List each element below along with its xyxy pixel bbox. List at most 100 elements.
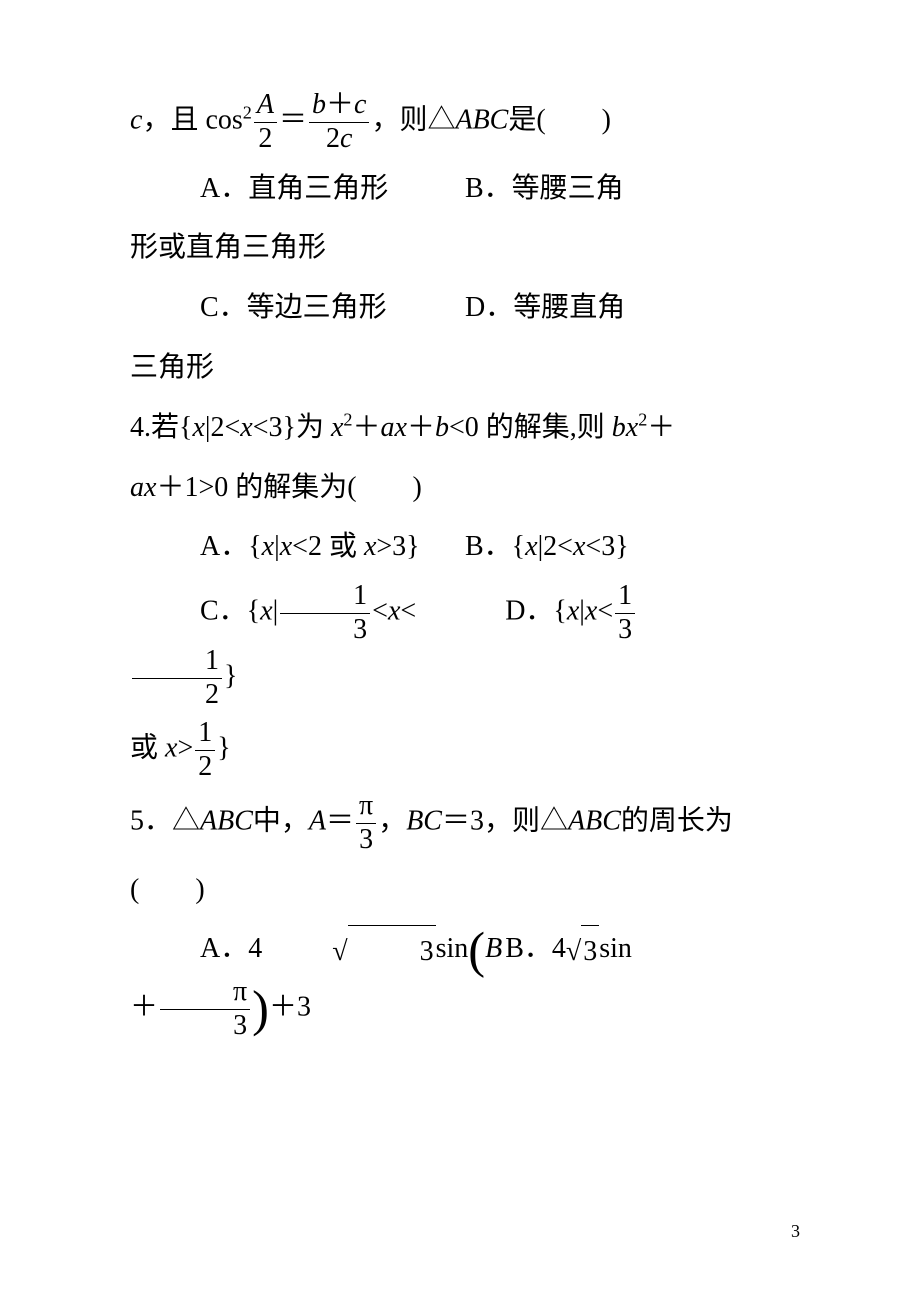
q5-f-pi3: π3: [356, 791, 376, 856]
q4B-end: <3}: [585, 531, 628, 562]
q3-sq: 2: [243, 102, 252, 122]
q4-plus2: ＋: [407, 412, 435, 443]
q3-mid2: ，则△: [371, 105, 455, 136]
q4C-lt2: <: [400, 596, 416, 627]
q3-frac-A2: A2: [254, 90, 277, 155]
q5B-pre: B．4: [505, 933, 566, 964]
q4C-end: }: [224, 660, 237, 691]
q4-plus3: ＋: [647, 412, 675, 443]
q5-A: A: [309, 806, 326, 837]
q5B-rad: √: [566, 936, 581, 967]
q5-eq1: ＝: [326, 806, 354, 837]
q5-stem1: 5．△ABC中，A＝π3，BC＝3，则△ABC的周长为: [130, 791, 800, 856]
q4-stem2: ax＋1>0 的解集为( ): [130, 462, 800, 514]
q3-frac-A: A: [254, 90, 277, 123]
q3-frac-bc-num: b＋c: [309, 90, 369, 123]
q3-row-CD: C．等边三角形 D．等腰直角: [130, 282, 800, 334]
q4D-lt: <: [597, 596, 613, 627]
q4-x4: x: [395, 412, 407, 443]
q4-2lt: 2<: [211, 412, 241, 443]
q4A-mid: <2 或: [292, 531, 364, 562]
q5A-lp: (: [468, 922, 485, 978]
q5B-sin: sin: [599, 933, 632, 964]
q5A-end: ＋3: [269, 992, 311, 1023]
q4-sq2: 2: [638, 409, 647, 429]
q5-mid2: ，: [378, 806, 406, 837]
q3-b: b: [312, 89, 326, 120]
q4A-x2: x: [280, 531, 292, 562]
q5A-plus: ＋: [130, 992, 158, 1023]
q3-cos: cos: [205, 105, 242, 136]
q4D2-f: 12: [195, 718, 215, 783]
q3-optA: A．直角三角形: [130, 163, 465, 215]
q4B-pre: B．{: [465, 531, 525, 562]
q4C-bar: |: [273, 596, 279, 627]
q4D2-end: }: [217, 733, 230, 764]
q4-p1: 4.若{: [130, 412, 192, 443]
q5A-pi: π: [160, 977, 250, 1010]
q4-row-CD: C．{x|13<x<12} D．{x|x<13: [130, 581, 800, 710]
q4-optD: D．{x|x<13: [505, 581, 800, 710]
q5A-sin: sin: [436, 933, 469, 964]
q4D2-gt: >: [177, 733, 193, 764]
q5-p1: 5．△: [130, 806, 200, 837]
q4C-f1n: 1: [280, 581, 370, 614]
q3-frac-bc-den: 2c: [309, 123, 369, 155]
q4-optB: B．{x|2<x<3}: [465, 521, 800, 573]
q4-plus1: ＋: [353, 412, 381, 443]
q3-c: c: [130, 105, 142, 136]
q4-b2: b: [612, 412, 626, 443]
q3-optB: B．等腰三角: [465, 163, 800, 215]
q5-mid3: 的周长为: [621, 806, 733, 837]
q4-p2-x: x: [144, 472, 156, 503]
q4C-f1d: 3: [280, 614, 370, 646]
q5B-sqrt: √3: [566, 925, 599, 978]
q5-ABC2: ABC: [568, 806, 621, 837]
q4-x5: x: [626, 412, 638, 443]
q3-mid1: ，且: [142, 105, 198, 136]
q4C-f2: 12: [132, 646, 222, 711]
q4A-x1: x: [262, 531, 274, 562]
q5-eq2: ＝3，则△: [442, 806, 568, 837]
q4D-x2: x: [585, 596, 597, 627]
q3-c2: c: [354, 89, 366, 120]
q4-stem1: 4.若{x|2<x<3}为 x2＋ax＋b<0 的解集,则 bx2＋: [130, 402, 800, 454]
q4-b1: b: [435, 412, 449, 443]
q5-mid1: 中，: [253, 806, 309, 837]
q3-c3: c: [340, 123, 352, 154]
q4A-pre: A．{: [200, 531, 262, 562]
q3-frac-bc: b＋c2c: [309, 90, 369, 155]
q4-optC: C．{x|13<x<12}: [130, 581, 505, 710]
q4D-x1: x: [567, 596, 579, 627]
q3-2b: 2: [326, 123, 340, 154]
q3-optD: D．等腰直角: [465, 282, 800, 334]
q3-frac-2a: 2: [254, 123, 277, 155]
q5A-sqrt: √3: [262, 925, 435, 978]
q3-optD-cont: 三角形: [130, 342, 800, 394]
page-number: 3: [791, 1221, 800, 1242]
q4B-x1: x: [525, 531, 537, 562]
q4C-f2d: 2: [132, 679, 222, 711]
q5-pi1: π: [356, 791, 376, 824]
q5-row-AB: A．4√3sin(B＋π3)＋3 B．4√3sin: [130, 923, 800, 1042]
q5-3a: 3: [356, 824, 376, 856]
q4D-f1d: 3: [615, 614, 635, 646]
q3-end: 是( ): [508, 105, 611, 136]
q4D2-x: x: [165, 733, 177, 764]
q4D-pre: D．{: [505, 596, 567, 627]
q3-stem: c，且 cos2A2＝b＋c2c，则△ABC是( ): [130, 90, 800, 155]
q4C-f1: 13: [280, 581, 370, 646]
q4-lt0: <0 的解集,则: [449, 412, 612, 443]
q5-BC: BC: [406, 806, 442, 837]
q4-p2: ＋1>0 的解集为( ): [156, 472, 421, 503]
q4-row-AB: A．{x|x<2 或 x>3} B．{x|2<x<3}: [130, 521, 800, 573]
q4C-pre: C．{: [200, 596, 260, 627]
q4-lt3: <3}为: [253, 412, 331, 443]
q5-optA: A．4√3sin(B＋π3)＋3: [130, 923, 505, 1042]
q5A-rad: √: [332, 936, 347, 967]
q4D2-fn: 1: [195, 718, 215, 751]
q5A-3: 3: [160, 1010, 250, 1042]
q4C-x1: x: [260, 596, 272, 627]
page-content: c，且 cos2A2＝b＋c2c，则△ABC是( ) A．直角三角形 B．等腰三…: [0, 0, 920, 1042]
q4C-f2n: 1: [132, 646, 222, 679]
